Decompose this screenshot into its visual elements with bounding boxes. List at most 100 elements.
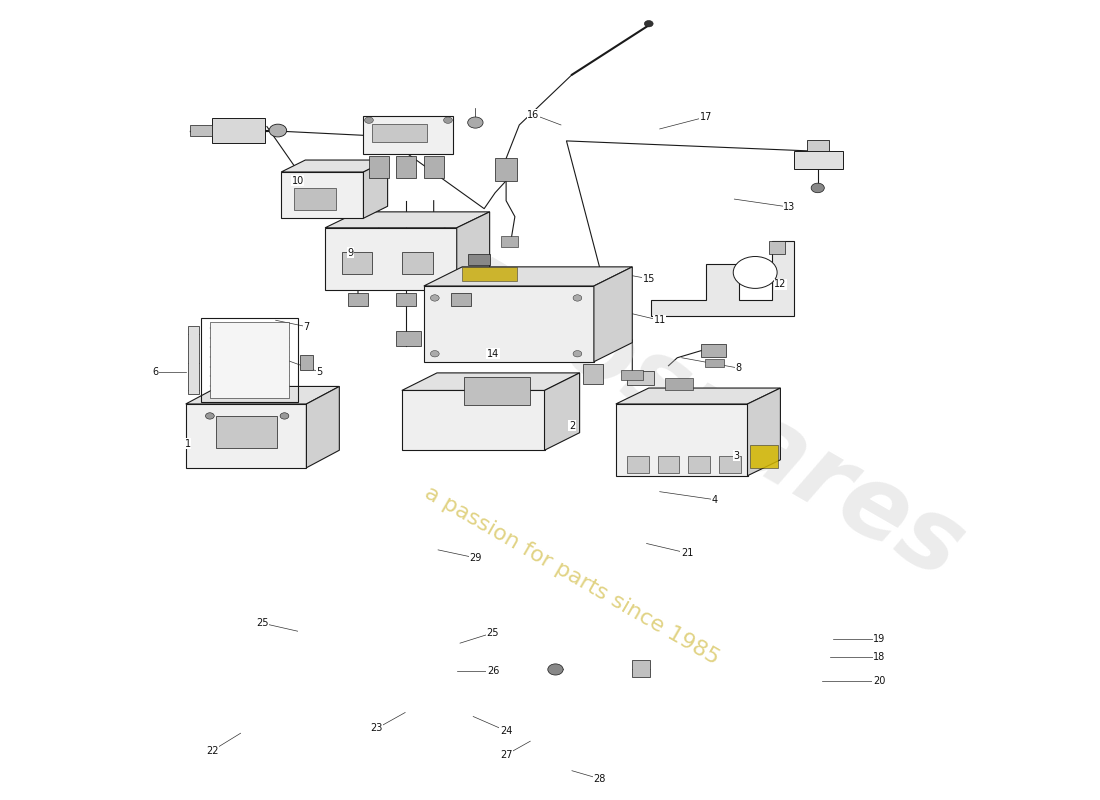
Bar: [468, 254, 490, 266]
Text: 12: 12: [774, 279, 786, 290]
Polygon shape: [307, 386, 339, 468]
Text: 3: 3: [734, 451, 739, 461]
Bar: [396, 293, 416, 306]
Polygon shape: [424, 286, 594, 362]
Text: 16: 16: [527, 110, 540, 119]
Text: 28: 28: [593, 774, 606, 784]
Bar: [666, 378, 693, 390]
Bar: [424, 156, 443, 178]
Circle shape: [734, 257, 777, 288]
Circle shape: [430, 350, 439, 357]
Text: 2: 2: [569, 421, 575, 430]
Text: 15: 15: [642, 274, 654, 284]
Text: 20: 20: [873, 676, 886, 686]
Bar: [212, 118, 265, 143]
Text: 23: 23: [371, 723, 383, 734]
Polygon shape: [282, 160, 387, 172]
Bar: [188, 326, 199, 394]
Polygon shape: [186, 404, 307, 468]
Bar: [348, 293, 367, 306]
Text: 8: 8: [736, 363, 741, 373]
Text: 21: 21: [681, 548, 693, 558]
Bar: [451, 293, 471, 306]
Polygon shape: [464, 377, 530, 405]
Bar: [719, 456, 741, 474]
Polygon shape: [462, 267, 517, 282]
Circle shape: [430, 294, 439, 301]
Bar: [368, 156, 388, 178]
Text: 10: 10: [292, 176, 304, 186]
Bar: [295, 188, 336, 210]
Text: 6: 6: [152, 367, 158, 377]
Circle shape: [548, 664, 563, 675]
Bar: [372, 124, 427, 142]
Text: 27: 27: [499, 750, 513, 760]
Polygon shape: [616, 404, 748, 476]
Bar: [583, 364, 603, 384]
Text: 25: 25: [486, 628, 499, 638]
Text: 13: 13: [783, 202, 795, 212]
Bar: [632, 660, 650, 678]
Bar: [705, 358, 725, 366]
Polygon shape: [651, 241, 793, 316]
Text: 26: 26: [487, 666, 499, 676]
Text: 9: 9: [348, 247, 353, 258]
Polygon shape: [363, 160, 387, 218]
Text: 22: 22: [206, 746, 218, 756]
Text: eurospares: eurospares: [384, 200, 980, 600]
Circle shape: [645, 21, 653, 27]
Polygon shape: [544, 373, 580, 450]
Text: 14: 14: [487, 349, 499, 358]
Circle shape: [573, 294, 582, 301]
Polygon shape: [282, 172, 363, 218]
Polygon shape: [456, 212, 490, 290]
Circle shape: [270, 124, 287, 137]
Bar: [793, 151, 843, 169]
Bar: [495, 158, 517, 181]
Bar: [396, 156, 416, 178]
Circle shape: [468, 117, 483, 128]
Bar: [627, 456, 649, 474]
Text: a passion for parts since 1985: a passion for parts since 1985: [421, 482, 723, 668]
Bar: [689, 456, 711, 474]
Circle shape: [573, 350, 582, 357]
Polygon shape: [594, 267, 632, 362]
Text: 19: 19: [873, 634, 886, 644]
Bar: [750, 446, 778, 468]
Text: 17: 17: [700, 112, 712, 122]
Bar: [210, 322, 289, 398]
Text: 18: 18: [873, 652, 886, 662]
Bar: [658, 456, 680, 474]
Bar: [702, 344, 726, 357]
Bar: [621, 370, 643, 380]
Bar: [190, 125, 212, 136]
Polygon shape: [402, 390, 544, 450]
Bar: [217, 416, 277, 448]
Bar: [402, 252, 432, 274]
Bar: [396, 331, 420, 346]
Circle shape: [364, 117, 373, 123]
Bar: [201, 318, 298, 402]
Text: 4: 4: [712, 494, 717, 505]
Circle shape: [280, 413, 289, 419]
Text: 1: 1: [185, 439, 191, 449]
Text: 24: 24: [499, 726, 513, 736]
Bar: [769, 242, 784, 254]
Text: 5: 5: [317, 367, 322, 377]
Bar: [806, 140, 828, 151]
Polygon shape: [402, 373, 580, 390]
Bar: [300, 355, 313, 370]
Text: 11: 11: [653, 315, 666, 326]
Circle shape: [443, 117, 452, 123]
Polygon shape: [326, 228, 456, 290]
Text: 29: 29: [470, 553, 482, 563]
Bar: [341, 252, 372, 274]
Polygon shape: [748, 388, 780, 476]
Text: 25: 25: [256, 618, 268, 628]
Circle shape: [811, 183, 824, 193]
Bar: [500, 236, 518, 247]
Polygon shape: [424, 267, 632, 286]
Bar: [363, 116, 453, 154]
Text: 7: 7: [304, 322, 309, 332]
Polygon shape: [616, 388, 780, 404]
